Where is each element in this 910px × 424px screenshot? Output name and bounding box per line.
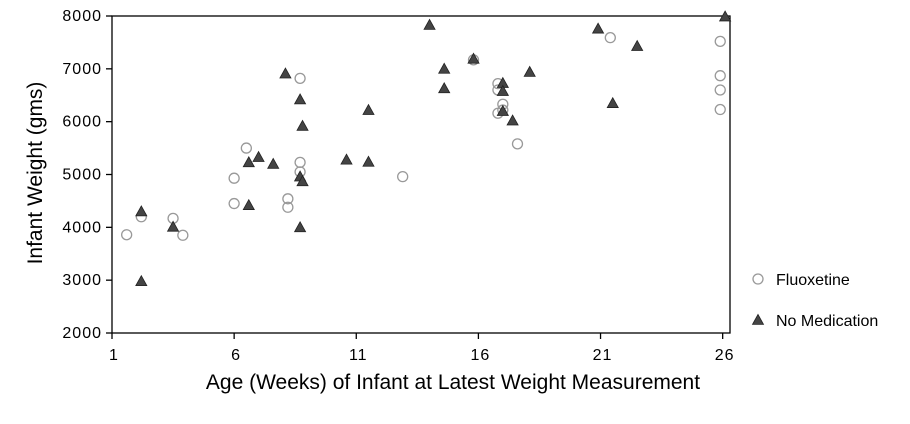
no-medication-point	[242, 198, 255, 210]
no-medication-point	[252, 150, 265, 162]
no-medication-point	[523, 65, 536, 77]
no-medication-point	[166, 220, 180, 232]
fluoxetine-point	[177, 229, 189, 241]
fluoxetine-point	[294, 156, 306, 168]
no-medication-point	[135, 205, 148, 217]
y-tick-label: 8000	[62, 8, 102, 25]
fluoxetine-point	[604, 32, 616, 44]
no-medication-point	[630, 39, 644, 51]
no-medication-point	[279, 67, 292, 79]
y-tick-label: 2000	[62, 325, 102, 342]
no-medication-point	[362, 103, 375, 115]
x-tick-label: 6	[231, 347, 241, 364]
x-tick-label: 21	[593, 347, 613, 364]
no-medication-point	[718, 10, 732, 22]
no-medication-point	[267, 157, 280, 169]
y-tick-label: 3000	[62, 272, 102, 289]
fluoxetine-point	[714, 70, 726, 82]
fluoxetine-point	[511, 138, 524, 150]
no-medication-point	[496, 104, 510, 116]
legend-triangle-icon	[751, 313, 765, 325]
fluoxetine-point	[294, 72, 306, 84]
fluoxetine-point	[240, 142, 252, 154]
no-medication-point	[340, 153, 353, 165]
x-tick-label: 1	[109, 347, 119, 364]
fluoxetine-point	[714, 103, 726, 116]
plot-area	[111, 15, 731, 334]
x-tick-label: 26	[715, 347, 735, 364]
fluoxetine-point	[714, 35, 726, 48]
no-medication-point	[423, 18, 436, 30]
no-medication-point	[496, 84, 510, 96]
no-medication-point	[296, 175, 309, 187]
y-axis-title: Infant Weight (gms)	[24, 82, 47, 265]
fluoxetine-point	[228, 197, 240, 210]
no-medication-point	[438, 62, 451, 74]
y-tick-label: 7000	[62, 61, 102, 78]
no-medication-point	[506, 114, 519, 126]
no-medication-point	[467, 52, 480, 64]
no-medication-point	[293, 221, 307, 233]
legend-label: No Medication	[776, 313, 878, 330]
fluoxetine-point	[282, 193, 294, 205]
no-medication-point	[296, 119, 309, 131]
x-axis-title: Age (Weeks) of Infant at Latest Weight M…	[206, 371, 700, 394]
legend-circle-icon	[752, 273, 764, 285]
no-medication-point	[135, 274, 148, 287]
fluoxetine-point	[714, 84, 726, 96]
data-points	[121, 10, 732, 287]
plot-frame	[111, 15, 731, 334]
fluoxetine-point	[397, 170, 409, 183]
no-medication-point	[606, 96, 619, 108]
y-tick-label: 4000	[62, 219, 102, 236]
no-medication-point	[438, 82, 451, 94]
no-medication-point	[293, 93, 307, 105]
fluoxetine-point	[282, 201, 294, 213]
no-medication-point	[242, 156, 255, 168]
fluoxetine-point	[121, 229, 133, 241]
legend-label: Fluoxetine	[776, 272, 850, 289]
no-medication-point	[362, 155, 375, 167]
y-tick-label: 5000	[62, 167, 102, 184]
x-tick-label: 11	[349, 347, 368, 364]
y-tick-label: 6000	[62, 114, 102, 131]
no-medication-point	[591, 22, 605, 34]
legend: Fluoxetine No Medication	[751, 272, 878, 330]
fluoxetine-point	[228, 172, 240, 184]
x-tick-label: 16	[471, 347, 491, 364]
